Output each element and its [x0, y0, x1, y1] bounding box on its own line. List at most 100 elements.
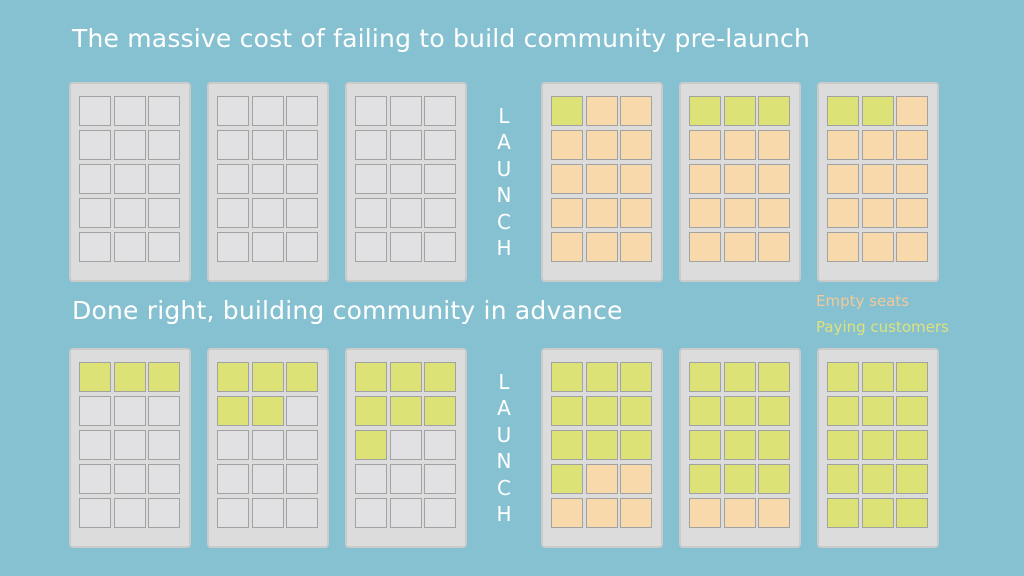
seat-empty: [896, 130, 928, 160]
seat-unsold: [113, 232, 146, 262]
seat-empty: [827, 164, 859, 194]
seat-paying: [723, 396, 756, 426]
seat-unsold: [217, 498, 249, 528]
seat-unsold: [148, 232, 180, 262]
seat-unsold: [389, 430, 422, 460]
seat-paying: [689, 362, 721, 392]
seat-unsold: [355, 464, 387, 494]
seat-paying: [551, 96, 583, 126]
seat-unsold: [251, 430, 284, 460]
seat-panel-pre-launch: [69, 348, 191, 548]
seat-empty: [758, 130, 790, 160]
seat-empty: [758, 232, 790, 262]
seat-unsold: [355, 232, 387, 262]
seat-unsold: [79, 232, 111, 262]
seat-unsold: [286, 498, 318, 528]
seat-empty: [896, 232, 928, 262]
seat-paying: [551, 362, 583, 392]
seat-empty: [827, 198, 859, 228]
seat-paying: [723, 464, 756, 494]
seat-unsold: [286, 232, 318, 262]
seat-unsold: [251, 130, 284, 160]
seat-empty: [827, 130, 859, 160]
seat-unsold: [251, 198, 284, 228]
seat-empty: [723, 498, 756, 528]
seat-paying: [861, 498, 894, 528]
seat-unsold: [217, 430, 249, 460]
seat-empty: [689, 130, 721, 160]
launch-letter: H: [496, 235, 512, 260]
seat-unsold: [286, 464, 318, 494]
seat-unsold: [217, 130, 249, 160]
seat-paying: [355, 362, 387, 392]
seat-unsold: [286, 164, 318, 194]
seat-unsold: [113, 464, 146, 494]
seat-empty: [585, 232, 618, 262]
seat-empty: [551, 198, 583, 228]
seat-empty: [896, 164, 928, 194]
seat-paying: [689, 430, 721, 460]
seat-unsold: [286, 198, 318, 228]
seat-empty: [723, 232, 756, 262]
seat-unsold: [79, 198, 111, 228]
seat-panel-post-launch: [541, 348, 663, 548]
seat-unsold: [424, 96, 456, 126]
seat-unsold: [286, 396, 318, 426]
seat-paying: [689, 96, 721, 126]
seat-paying: [620, 396, 652, 426]
seat-unsold: [148, 198, 180, 228]
seat-unsold: [389, 130, 422, 160]
seat-unsold: [113, 130, 146, 160]
seat-empty: [620, 498, 652, 528]
seat-paying: [827, 96, 859, 126]
seat-unsold: [424, 198, 456, 228]
seat-unsold: [355, 498, 387, 528]
seat-unsold: [217, 164, 249, 194]
seat-unsold: [148, 464, 180, 494]
seat-unsold: [113, 430, 146, 460]
seat-paying: [113, 362, 146, 392]
seat-panel-pre-launch: [345, 82, 467, 282]
seat-paying: [861, 362, 894, 392]
seat-unsold: [148, 96, 180, 126]
seat-paying: [861, 96, 894, 126]
launch-letter: A: [497, 130, 511, 155]
seat-empty: [723, 130, 756, 160]
seat-paying: [723, 362, 756, 392]
seat-paying: [551, 464, 583, 494]
seat-empty: [758, 498, 790, 528]
seat-empty: [689, 164, 721, 194]
seat-unsold: [424, 130, 456, 160]
seat-unsold: [389, 464, 422, 494]
seat-empty: [585, 464, 618, 494]
seat-empty: [896, 198, 928, 228]
seat-paying: [424, 396, 456, 426]
seat-unsold: [148, 130, 180, 160]
seat-paying: [79, 362, 111, 392]
seat-unsold: [113, 164, 146, 194]
seat-paying: [689, 464, 721, 494]
seat-paying: [355, 396, 387, 426]
launch-letter: L: [498, 370, 510, 394]
launch-letter: N: [496, 183, 512, 208]
seat-paying: [217, 362, 249, 392]
seat-empty: [620, 130, 652, 160]
launch-letter: H: [496, 501, 512, 526]
seat-empty: [861, 164, 894, 194]
seat-empty: [896, 96, 928, 126]
seat-panel-post-launch: [817, 82, 939, 282]
seat-empty: [585, 96, 618, 126]
seat-unsold: [79, 130, 111, 160]
seat-unsold: [217, 232, 249, 262]
seat-paying: [286, 362, 318, 392]
seat-unsold: [286, 430, 318, 460]
seat-unsold: [79, 430, 111, 460]
seat-paying: [758, 96, 790, 126]
seat-empty: [551, 232, 583, 262]
seat-paying: [758, 362, 790, 392]
seat-unsold: [113, 396, 146, 426]
seat-empty: [620, 232, 652, 262]
seat-paying: [827, 396, 859, 426]
